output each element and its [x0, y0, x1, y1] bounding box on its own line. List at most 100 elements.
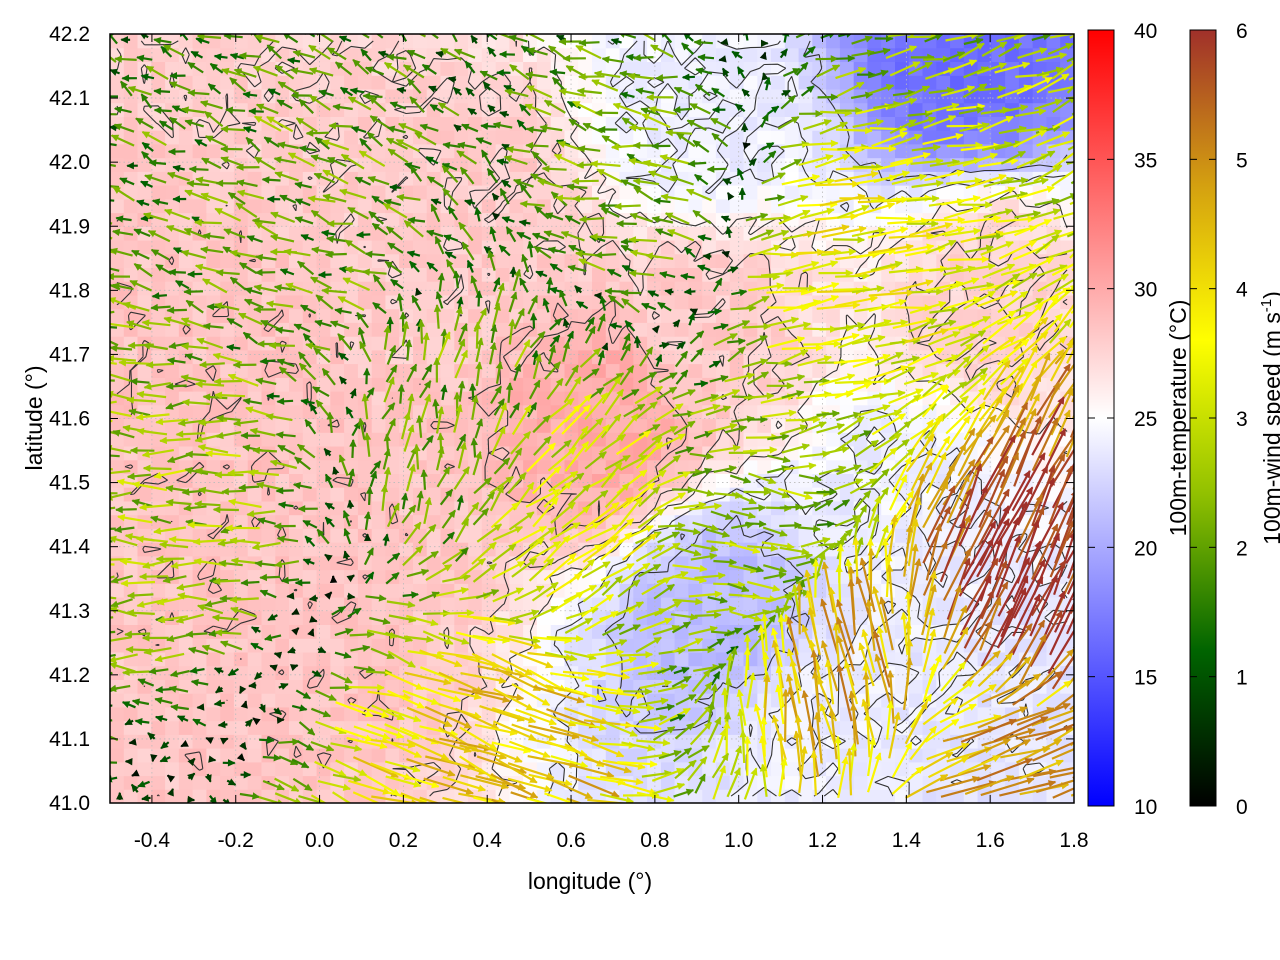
temperature-cell — [826, 308, 841, 323]
temperature-cell — [963, 308, 979, 323]
temperature-cell — [853, 761, 869, 777]
temperature-cell — [357, 116, 373, 131]
temperature-cell — [247, 761, 263, 777]
temperature-cell — [385, 748, 400, 763]
temperature-cell — [702, 651, 717, 667]
temperature-cell — [426, 789, 442, 803]
temperature-cell — [344, 322, 359, 337]
temperature-cell — [977, 706, 992, 722]
wind-arrow-head — [98, 48, 105, 54]
temperature-cell — [385, 212, 400, 227]
temperature-cell — [523, 267, 538, 282]
temperature-cell — [233, 775, 249, 790]
temperature-cell — [440, 542, 455, 557]
temperature-cell — [895, 569, 910, 584]
temperature-cell — [137, 789, 152, 803]
temperature-cell — [151, 789, 166, 803]
temperature-cell — [578, 143, 593, 159]
temperature-cell — [688, 706, 703, 722]
temperature-cell — [702, 761, 717, 777]
temperature-cell — [605, 308, 621, 323]
temperature-cell — [688, 514, 703, 529]
temperature-cell — [908, 610, 924, 625]
temperature-cell — [605, 61, 621, 76]
temperature-cell — [715, 610, 731, 625]
temperature-cell — [798, 706, 813, 722]
temperature-cell — [743, 597, 758, 612]
temperature-cell — [110, 693, 125, 708]
temperature-cell — [853, 748, 869, 763]
temperature-cell — [123, 418, 139, 433]
temperature-cell — [123, 789, 139, 803]
temperature-cell — [454, 75, 469, 90]
temperature-cell — [371, 240, 387, 255]
wind-arrow-head — [352, 27, 359, 33]
temperature-cell — [881, 761, 896, 777]
temperature-cell — [536, 597, 552, 612]
temperature-cell — [110, 583, 125, 598]
temperature-cell — [330, 130, 345, 145]
temperature-cell — [178, 775, 194, 790]
temperature-cell — [784, 748, 800, 763]
temperature-cell — [908, 665, 924, 680]
temperature-cell — [509, 75, 524, 90]
temperature-cell — [633, 61, 648, 76]
temperature-cell — [426, 185, 442, 200]
temperature-cell — [798, 651, 813, 667]
temperature-cell — [812, 267, 827, 282]
temperature-cell — [757, 377, 772, 392]
temperature-cell — [440, 308, 455, 323]
temperature-cell — [454, 130, 469, 145]
temperature-cell — [371, 555, 387, 571]
temperature-cell — [192, 281, 207, 296]
temperature-cell — [495, 336, 510, 351]
temperature-cell — [729, 720, 745, 735]
temperature-cell — [839, 487, 855, 502]
temperature-cell — [481, 363, 497, 378]
temperature-cell — [261, 597, 276, 612]
plot-area — [98, 26, 1075, 804]
temperature-cell — [468, 473, 483, 488]
temperature-cell — [123, 308, 139, 323]
temperature-cell — [715, 789, 731, 803]
temperature-cell — [302, 542, 318, 557]
temperature-cell — [302, 240, 318, 255]
temperature-cell — [206, 212, 221, 227]
temperature-cell — [192, 693, 207, 708]
temperature-cell — [344, 487, 359, 502]
temperature-cell — [674, 377, 689, 392]
temperature-cell — [798, 377, 813, 392]
temperature-cell — [509, 130, 524, 145]
temperature-cell — [151, 143, 166, 159]
wind-arrow-head — [405, 26, 412, 32]
temperature-cell — [220, 734, 235, 749]
temperature-cell — [192, 514, 207, 529]
temperature-cell — [950, 679, 965, 694]
temperature-cell — [192, 651, 207, 667]
temperature-cell — [178, 693, 194, 708]
temperature-cell — [729, 143, 745, 159]
temperature-cell — [151, 185, 166, 200]
temperature-cell — [220, 253, 235, 268]
temperature-cell — [908, 75, 924, 90]
temperature-cell — [247, 748, 263, 763]
temperature-cell — [812, 185, 827, 200]
temperature-cell — [523, 157, 538, 172]
temperature-cell — [605, 88, 621, 104]
temperature-cell — [178, 130, 194, 145]
temperature-cell — [757, 446, 772, 461]
temperature-cell — [330, 528, 345, 543]
temperature-cell — [137, 706, 152, 722]
temperature-cell — [578, 459, 593, 474]
temperature-cell — [771, 789, 786, 803]
temperature-cell — [220, 281, 235, 296]
temperature-cell — [468, 75, 483, 90]
temperature-cell — [536, 473, 552, 488]
temperature-cell — [261, 363, 276, 378]
temperature-cell — [702, 322, 717, 337]
temperature-cell — [647, 679, 662, 694]
temperature-cell — [702, 775, 717, 790]
temperature-cell — [330, 281, 345, 296]
temperature-cell — [688, 267, 703, 282]
temperature-cell — [371, 418, 387, 433]
